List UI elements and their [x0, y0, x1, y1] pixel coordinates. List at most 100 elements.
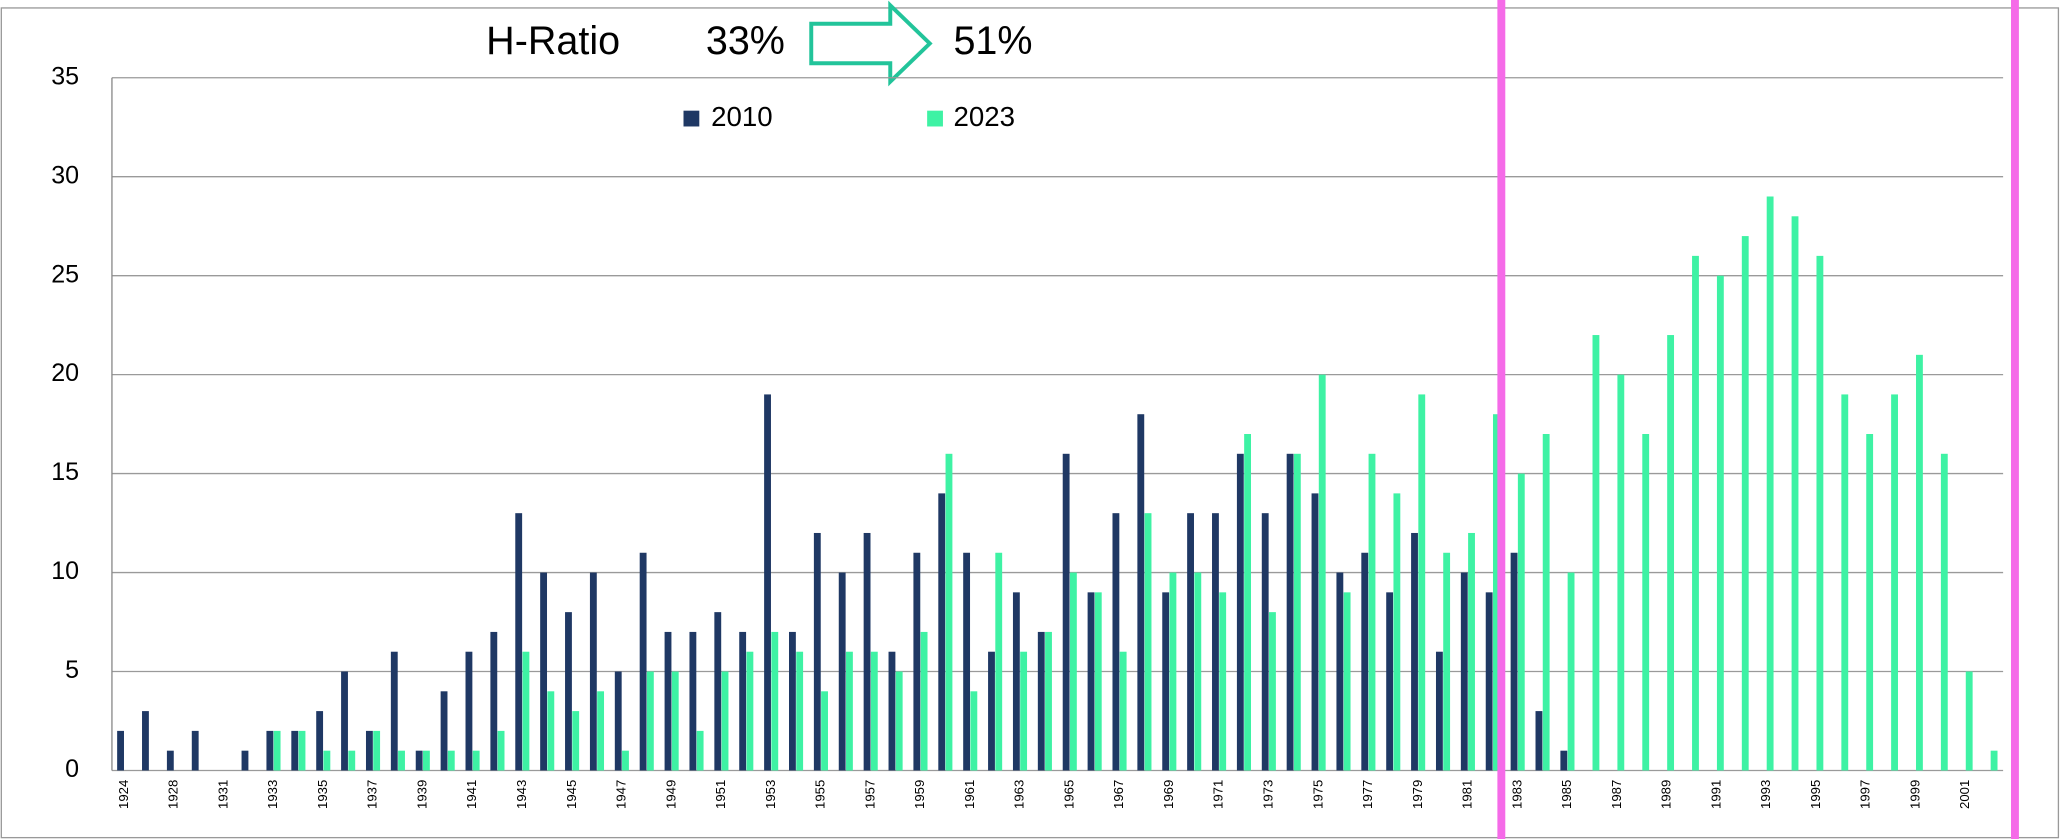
- bar: [1137, 414, 1145, 771]
- bar: [1468, 532, 1475, 771]
- bar: [622, 750, 629, 771]
- bar: [191, 730, 199, 771]
- y-tick-label: 25: [51, 260, 79, 288]
- x-tick-label: 1993: [1758, 780, 1773, 809]
- bar: [1667, 335, 1675, 771]
- bar: [696, 730, 704, 771]
- plot: 0 5 10 15 20 25 30 35 1924 1928 1931 1933 1935 1937 19…: [51, 62, 2004, 809]
- bar: [142, 711, 149, 771]
- x-tick-label: 1937: [365, 780, 380, 809]
- x-tick-label: 1953: [763, 780, 778, 809]
- bar: [1318, 374, 1326, 771]
- y-tick-label: 20: [51, 359, 79, 387]
- bar: [1791, 216, 1799, 771]
- bar: [1642, 434, 1650, 771]
- bar: [888, 651, 896, 771]
- x-tick-label: 1963: [1012, 780, 1027, 809]
- bar: [764, 394, 771, 771]
- bar: [1716, 275, 1724, 771]
- x-tick-label: 1991: [1708, 780, 1723, 809]
- bar: [1411, 532, 1418, 771]
- x-tick-label: 1924: [116, 780, 131, 809]
- y-tick-label: 10: [51, 557, 79, 585]
- bar: [515, 513, 523, 771]
- bar: [390, 651, 398, 771]
- bar: [739, 631, 747, 771]
- bar: [1617, 374, 1625, 771]
- bar: [945, 453, 953, 771]
- x-tick-label: 1947: [614, 780, 629, 809]
- bar: [540, 572, 548, 771]
- y-tick-label: 0: [65, 755, 79, 783]
- bar: [1112, 513, 1120, 771]
- bar: [1343, 592, 1351, 771]
- bar: [1965, 671, 1973, 771]
- bar: [1261, 513, 1269, 771]
- bar: [1485, 592, 1493, 771]
- bar: [348, 750, 356, 771]
- arrow: [809, 0, 933, 87]
- bar: [341, 671, 348, 771]
- bar: [1169, 572, 1177, 771]
- x-tick-label: 1935: [315, 780, 330, 809]
- bar: [689, 631, 697, 771]
- bar: [1187, 513, 1194, 771]
- bar: [447, 750, 455, 771]
- y-tick-label: 35: [51, 62, 79, 90]
- x-tick-label: 1987: [1609, 780, 1624, 809]
- bar: [316, 711, 324, 771]
- bar: [522, 651, 530, 771]
- bar: [813, 532, 821, 771]
- bar: [1236, 453, 1244, 771]
- x-tick-label: 2001: [1957, 780, 1972, 809]
- bar: [1037, 631, 1045, 771]
- bar: [298, 730, 306, 771]
- bar: [771, 631, 779, 771]
- bar: [646, 671, 654, 771]
- frame: [0, 7, 2060, 839]
- y-tick-label: 15: [51, 458, 79, 486]
- bar: [1386, 592, 1394, 771]
- bar: [895, 671, 903, 771]
- bar: [995, 552, 1003, 771]
- x-tick-label: 1957: [862, 780, 877, 809]
- x-tick-label: 1939: [414, 780, 429, 809]
- x-tick-label: 1959: [912, 780, 927, 809]
- x-tick-label: 1981: [1460, 780, 1475, 809]
- bar: [1119, 651, 1127, 771]
- bar: [1045, 631, 1052, 771]
- bar: [440, 691, 448, 771]
- bar: [1244, 434, 1251, 771]
- bar: [497, 730, 505, 771]
- bar: [1336, 572, 1344, 771]
- y-tick-label: 5: [65, 656, 79, 684]
- bar: [913, 552, 921, 771]
- bar: [863, 532, 871, 771]
- legend-label: 2010: [711, 101, 773, 132]
- bar: [721, 671, 729, 771]
- y-tick-label: 30: [51, 161, 79, 189]
- bar: [1766, 196, 1774, 771]
- x-tick-label: 1945: [564, 780, 579, 809]
- bar: [241, 750, 249, 771]
- x-tick-label: 1983: [1509, 780, 1524, 809]
- x-tick-label: 1969: [1161, 780, 1176, 809]
- bar: [963, 552, 971, 771]
- bar: [415, 750, 423, 771]
- bar: [1062, 453, 1070, 771]
- bar: [1435, 651, 1443, 771]
- x-tick-label: 1967: [1111, 780, 1126, 809]
- bar: [846, 651, 853, 771]
- bar: [1368, 453, 1376, 771]
- bar: [1094, 592, 1102, 771]
- bar: [1311, 493, 1319, 771]
- bar: [589, 572, 597, 771]
- bar: [1460, 572, 1468, 771]
- x-tick-label: 1997: [1858, 780, 1873, 809]
- bar: [746, 651, 754, 771]
- x-tick-label: 1999: [1907, 780, 1922, 809]
- bar: [1891, 394, 1898, 771]
- bar: [1069, 572, 1077, 771]
- header-label: H-Ratio: [486, 19, 620, 63]
